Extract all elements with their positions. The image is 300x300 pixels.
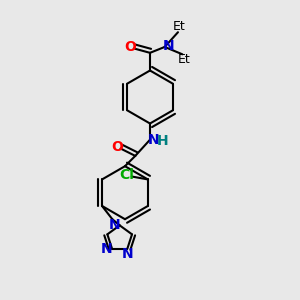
Text: O: O — [124, 40, 136, 54]
Text: Et: Et — [178, 53, 191, 66]
Text: Cl: Cl — [119, 168, 134, 182]
Text: N: N — [163, 39, 174, 53]
Text: O: O — [111, 140, 123, 154]
Text: N: N — [109, 218, 121, 232]
Text: N: N — [101, 242, 112, 256]
Text: N: N — [122, 247, 133, 261]
Text: N: N — [148, 133, 160, 147]
Text: H: H — [157, 134, 168, 148]
Text: Et: Et — [173, 20, 186, 33]
